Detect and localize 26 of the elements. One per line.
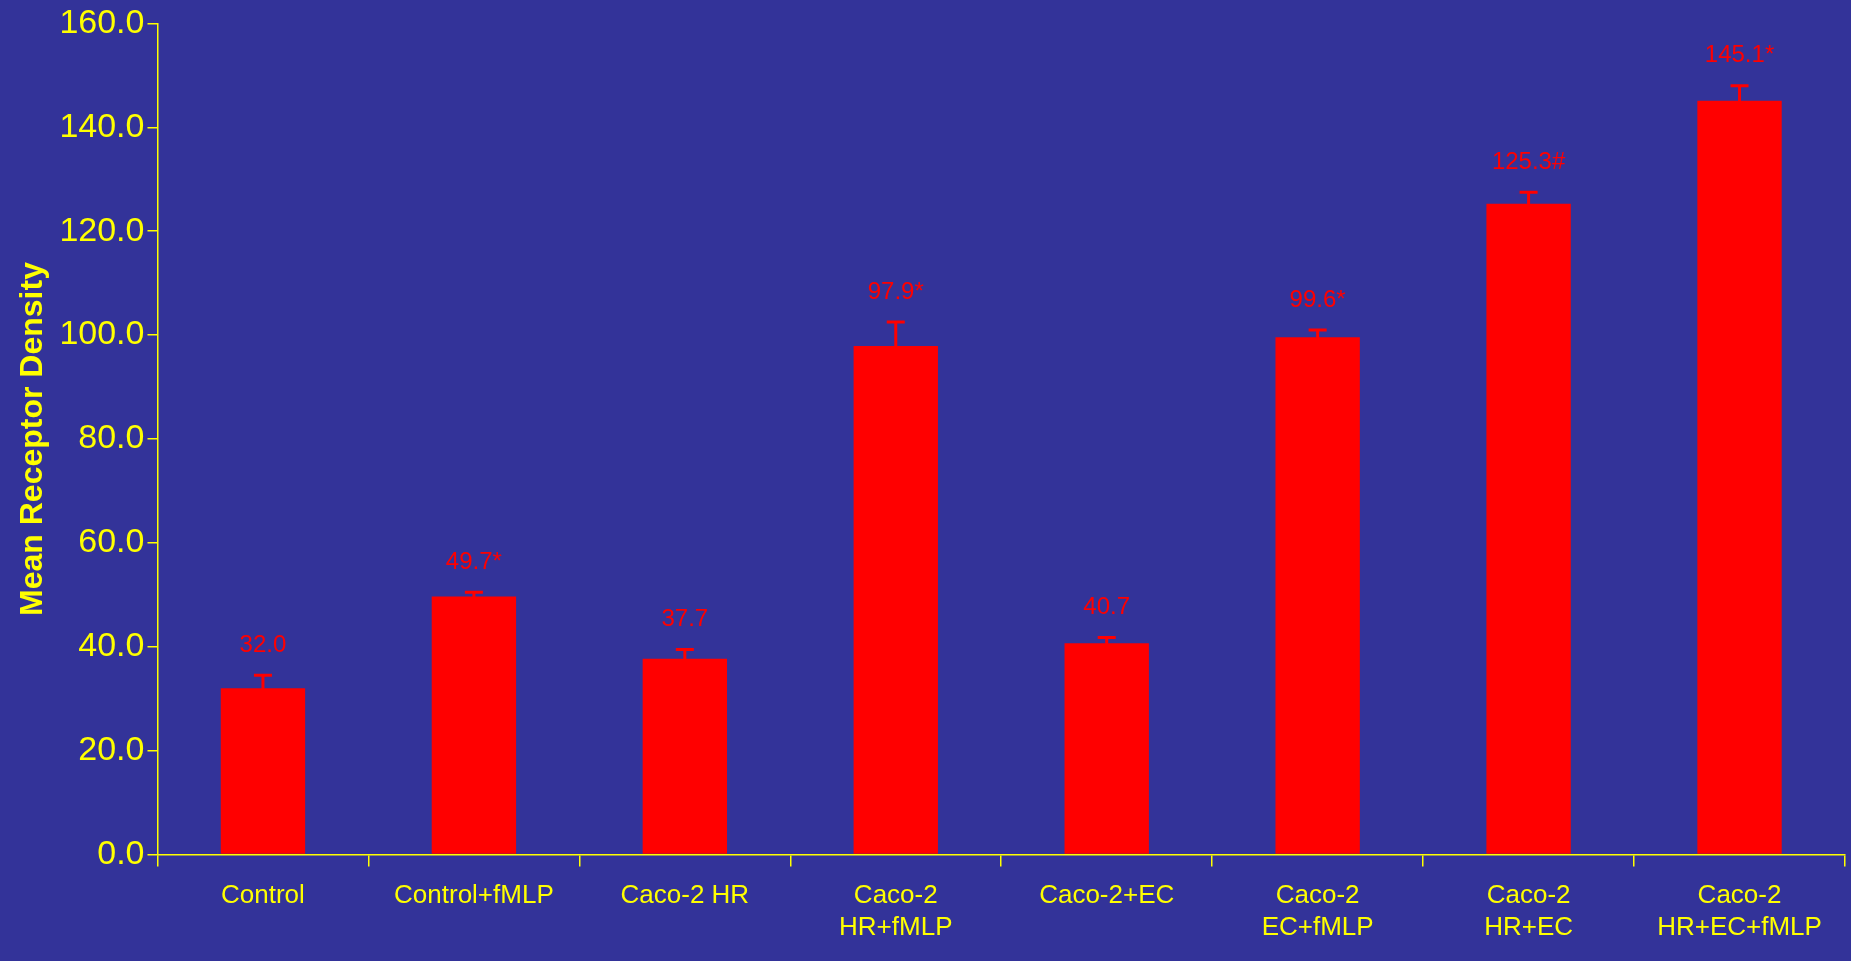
x-tick-label: Caco-2+EC <box>1039 879 1175 910</box>
y-axis-title: Mean Receptor Density <box>13 261 50 616</box>
data-label: 37.7 <box>661 604 709 632</box>
y-tick-label: 0.0 <box>97 832 145 871</box>
x-tick-label: Caco-2 HR+fMLP <box>839 879 953 941</box>
y-tick-label: 160.0 <box>59 1 145 40</box>
x-tick-label: Caco-2 EC+fMLP <box>1261 879 1374 941</box>
y-tick-label: 140.0 <box>59 105 145 144</box>
y-tick-label: 40.0 <box>78 625 145 664</box>
data-label: 49.7* <box>445 546 502 574</box>
y-tick-label: 120.0 <box>59 209 145 248</box>
data-label: 125.3# <box>1491 146 1566 174</box>
x-tick-label: Caco-2 HR <box>620 879 750 910</box>
data-label: 99.6* <box>1289 284 1346 312</box>
data-label: 40.7 <box>1083 592 1131 620</box>
y-tick-label: 20.0 <box>78 729 145 768</box>
data-label: 145.1* <box>1704 40 1775 68</box>
x-tick-label: Caco-2 HR+EC+fMLP <box>1657 879 1822 941</box>
y-tick-label: 100.0 <box>59 313 145 352</box>
x-tick-label: Control+fMLP <box>394 879 554 910</box>
data-label: 32.0 <box>239 630 287 657</box>
x-tick-label: Control <box>221 879 305 910</box>
y-tick-label: 80.0 <box>78 417 145 456</box>
y-tick-label: 60.0 <box>78 521 145 560</box>
data-label: 97.9* <box>867 276 924 304</box>
x-tick-label: Caco-2 HR+EC <box>1484 879 1574 941</box>
